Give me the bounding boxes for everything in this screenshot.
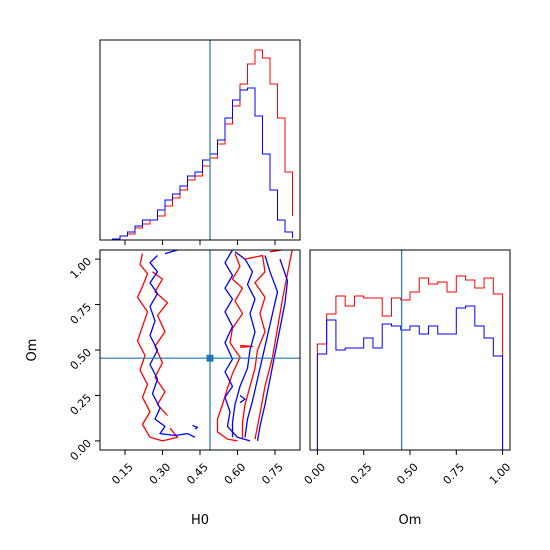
xlabel-om: Om [399, 513, 422, 528]
contour-series-2-6 [192, 424, 199, 430]
contour-series-1-1 [136, 253, 179, 442]
h0-x-tick-label-1: 0.15 [109, 461, 136, 488]
joint-frame [99, 249, 301, 451]
h0-hist-series-2 [112, 87, 293, 240]
contour-series-2-5 [256, 258, 289, 442]
om-y-tick-label-2: 0.25 [68, 391, 95, 418]
om-x-tick-label-4: 0.75 [441, 461, 468, 488]
om-marginal-panel: 0.00 0.25 0.50 0.75 1.00 Om [302, 249, 514, 528]
contour-series-1-6 [239, 344, 254, 348]
contour-series-1-4 [241, 254, 266, 440]
om-y-tick-label-5: 1.00 [68, 255, 95, 282]
om-x-tick-label-1: 0.00 [302, 461, 329, 488]
om-hist-series-1 [316, 275, 504, 450]
xlabel-h0: H0 [191, 513, 209, 528]
om-x-tick-label-2: 0.25 [348, 461, 375, 488]
om-x-tick-label-5: 1.00 [487, 461, 514, 488]
h0-x-tick-label-4: 0.60 [222, 461, 249, 488]
contour-series-1-3 [216, 253, 244, 442]
contour-series-2-3 [231, 251, 256, 438]
h0-marginal-panel [99, 39, 301, 245]
contour-series-2-7 [239, 394, 246, 404]
joint-panel: 0.15 0.30 0.45 0.60 0.75 0.00 0.25 0.50 0.75 1.0… [25, 249, 301, 528]
contour-series-1-2 [152, 271, 169, 416]
truth-marker [206, 354, 214, 362]
om-y-tick-label-1: 0.00 [68, 437, 95, 464]
contour-series-2-1 [149, 255, 196, 438]
h0-x-tick-label-2: 0.30 [147, 461, 174, 488]
om-y-tick-label-3: 0.50 [68, 346, 95, 373]
ylabel-om: Om [25, 339, 40, 362]
contour-series-2-4 [244, 255, 279, 438]
h0-x-tick-label-5: 0.75 [259, 461, 286, 488]
h0-hist-series-1 [112, 49, 293, 240]
contour-series-1-5 [254, 250, 293, 440]
om-x-tick-label-3: 0.50 [394, 461, 421, 488]
om-hist-series-2 [316, 305, 504, 450]
contour-series-2-2 [164, 250, 251, 442]
om-y-tick-label-4: 0.75 [68, 300, 95, 327]
h0-x-tick-label-3: 0.45 [184, 461, 211, 488]
